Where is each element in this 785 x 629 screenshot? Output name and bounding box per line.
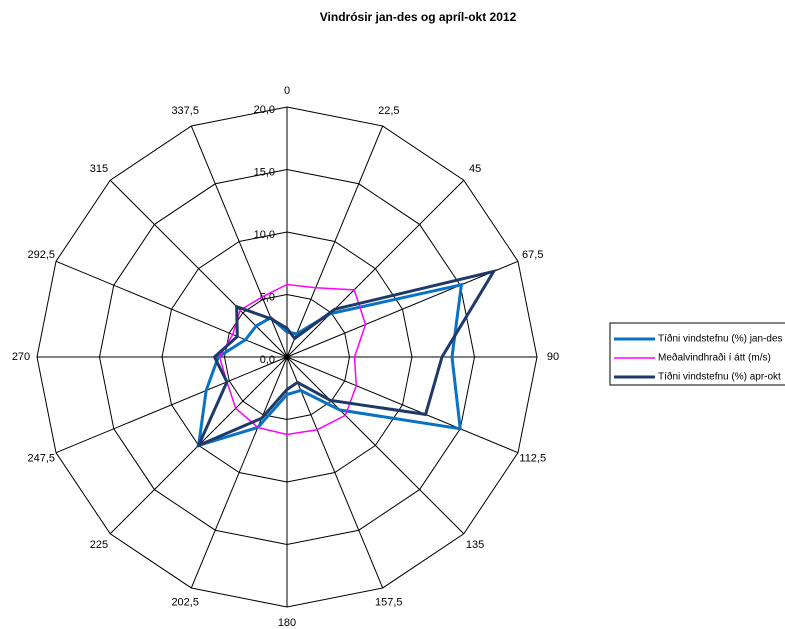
spoke xyxy=(286,125,384,358)
spoke xyxy=(286,179,465,358)
tick-label: 20,0 xyxy=(254,104,275,116)
tick-label: 10,0 xyxy=(254,229,275,241)
legend-label: Tíðni vindstefnu (%) jan-des xyxy=(658,333,783,345)
tick-label: 5,0 xyxy=(260,291,275,303)
spoke xyxy=(286,260,519,358)
category-label: 45 xyxy=(469,163,481,175)
spoke xyxy=(286,356,465,535)
category-label: 157,5 xyxy=(375,597,403,609)
spoke xyxy=(55,356,288,454)
legend-label: Meðalvindhraði í átt (m/s) xyxy=(658,352,771,364)
category-label: 67,5 xyxy=(522,249,543,261)
category-label: 112,5 xyxy=(519,453,546,465)
series-line xyxy=(196,282,464,448)
category-label: 292,5 xyxy=(27,249,55,261)
tick-label: 0,0 xyxy=(260,354,275,366)
category-label: 270 xyxy=(12,351,30,363)
legend-label: Tíðni vindstefnu (%) apr-okt xyxy=(658,371,781,383)
category-label: 337,5 xyxy=(171,105,199,117)
spoke xyxy=(286,356,519,454)
category-label: 135 xyxy=(466,539,484,551)
category-label: 315 xyxy=(90,163,108,175)
chart-title: Vindrósir jan-des og apríl-okt 2012 xyxy=(320,10,517,24)
category-label: 22,5 xyxy=(378,105,399,117)
spoke xyxy=(286,356,384,589)
category-label: 180 xyxy=(278,617,296,629)
tick-label: 15,0 xyxy=(254,166,275,178)
category-label: 202,5 xyxy=(171,597,199,609)
spoke xyxy=(109,179,288,358)
series-line xyxy=(218,283,367,436)
category-label: 225 xyxy=(90,539,108,551)
legend-box xyxy=(609,322,785,386)
spoke xyxy=(190,356,288,589)
category-label: 0 xyxy=(284,85,290,97)
spoke xyxy=(55,260,288,358)
category-label: 90 xyxy=(547,351,559,363)
category-label: 247,5 xyxy=(27,453,55,465)
series-line xyxy=(195,269,497,449)
spoke xyxy=(190,125,288,358)
